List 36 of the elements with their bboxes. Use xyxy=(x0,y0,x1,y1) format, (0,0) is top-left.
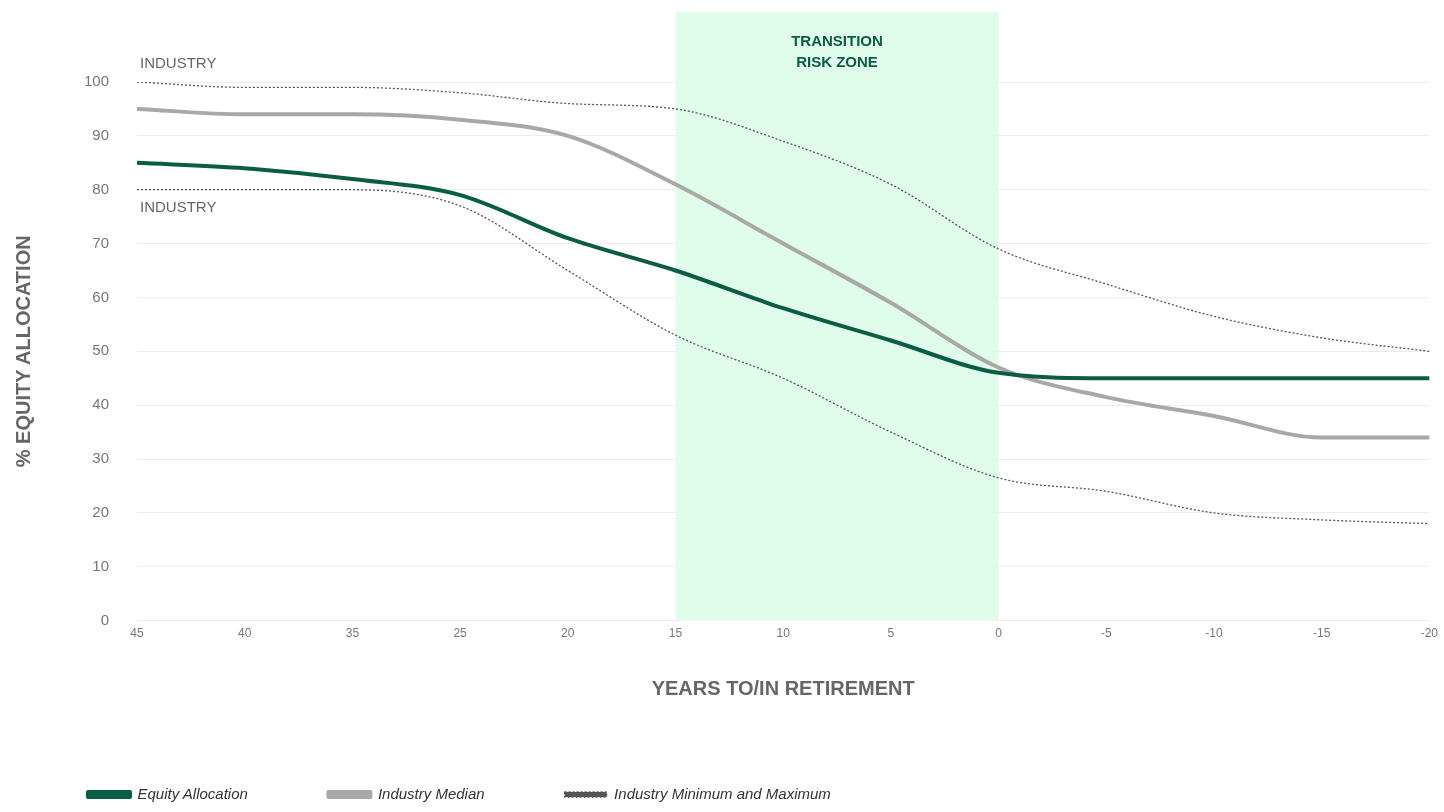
x-tick-label: 15 xyxy=(668,626,683,641)
y-tick-label: 40 xyxy=(92,395,110,413)
line-series xyxy=(136,82,1430,352)
x-tick-label: 45 xyxy=(130,626,145,641)
x-axis-title: YEARS TO/IN RETIREMENT xyxy=(651,676,915,699)
legend-label: Industry Minimum and Maximum xyxy=(614,784,831,802)
x-tick-label: 25 xyxy=(453,626,468,641)
y-tick-label: 70 xyxy=(92,233,110,251)
y-tick-label: 90 xyxy=(92,126,110,143)
x-tick-label: -15 xyxy=(1312,626,1331,641)
y-tick-label: 50 xyxy=(92,341,110,359)
annotation: INDUSTRY xyxy=(140,198,217,216)
legend-label: Equity Allocation xyxy=(137,784,248,802)
x-tick-label: 20 xyxy=(561,626,575,641)
y-axis-title: % EQUITY ALLOCATION xyxy=(11,235,34,468)
line-series xyxy=(135,160,1432,381)
y-tick-label: 30 xyxy=(92,449,110,467)
x-tick-label: -5 xyxy=(1100,626,1112,641)
x-tick-label: 0 xyxy=(995,626,1003,641)
line-series xyxy=(135,106,1432,440)
line-series xyxy=(136,189,1430,525)
legend-label: Industry Median xyxy=(377,784,485,802)
y-tick-label: 80 xyxy=(92,179,110,197)
y-tick-label: 60 xyxy=(92,287,110,305)
y-tick-label: 0 xyxy=(100,610,110,628)
y-tick-label: 10 xyxy=(92,556,110,574)
x-tick-label: -20 xyxy=(1420,626,1439,641)
y-tick-label: 20 xyxy=(92,503,110,521)
x-tick-label: 5 xyxy=(887,626,895,641)
x-tick-label: 40 xyxy=(238,626,252,641)
x-tick-label: 10 xyxy=(776,626,791,641)
x-tick-label: 35 xyxy=(345,626,360,641)
band-label: TRANSITION RISK ZONE xyxy=(791,31,883,70)
y-tick-label: 100 xyxy=(84,72,110,90)
annotation: INDUSTRY xyxy=(140,53,217,71)
x-tick-label: -10 xyxy=(1205,626,1223,641)
